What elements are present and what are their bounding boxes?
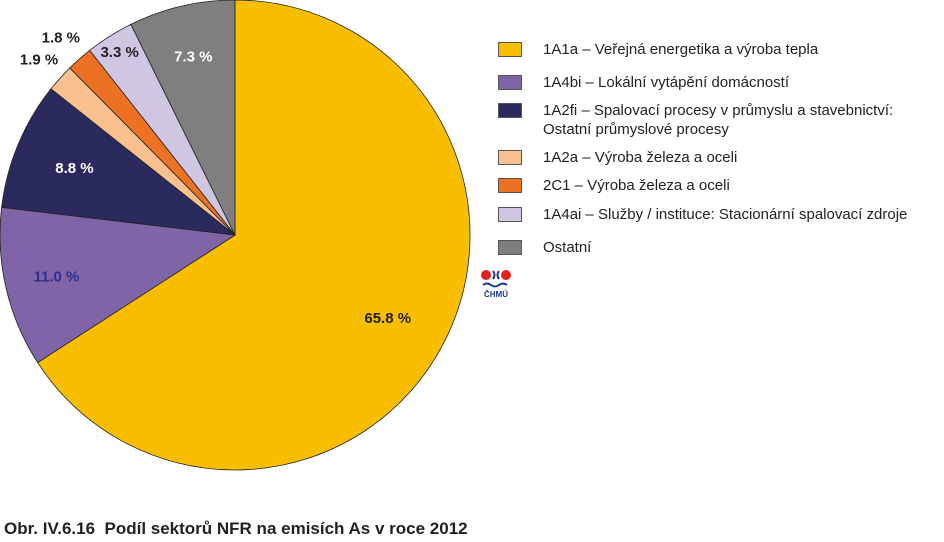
pie-chart: 65.8 % 11.0 % 8.8 % 1.9 % 1.8 % 3.3 % 7.3 % xyxy=(0,0,471,471)
pie-slice-1 xyxy=(37,0,471,471)
legend-swatch xyxy=(498,42,522,57)
pie-slice-label-6: 3.3 % xyxy=(100,44,138,61)
chmu-logo-icon xyxy=(481,270,511,288)
pie-slice-3 xyxy=(1,88,237,236)
legend-item-1: 1A1a – Veřejná energetika a výroba tepla xyxy=(498,40,818,59)
pie-slice-label-7: 7.3 % xyxy=(174,49,212,66)
pie-slice-2 xyxy=(0,206,237,364)
pie-slice-7 xyxy=(130,0,236,236)
pie-slice-label-2: 11.0 % xyxy=(34,268,80,285)
legend-label: 1A1a – Veřejná energetika a výroba tepla xyxy=(543,41,819,58)
figure-caption: Obr. IV.6.16 Podíl sektorů NFR na emisíc… xyxy=(4,519,468,538)
legend-item-4: 1A2a – Výroba železa a oceli xyxy=(498,148,737,167)
legend-label: 1A2a – Výroba železa a oceli xyxy=(543,149,738,166)
legend-swatch xyxy=(498,178,522,193)
legend-swatch xyxy=(498,207,522,222)
pie-slice-label-4: 1.9 % xyxy=(20,51,58,68)
legend-item-3: 1A2fi – Spalovací procesy v průmyslu a s… xyxy=(498,101,893,139)
legend-swatch xyxy=(498,240,522,255)
legend-swatch xyxy=(498,103,522,118)
pie-slice-label-1: 65.8 % xyxy=(364,310,411,327)
legend-item-7: Ostatní xyxy=(498,238,591,257)
legend-swatch xyxy=(498,75,522,90)
logo-text: ČHMÚ xyxy=(484,290,508,299)
legend-item-5: 2C1 – Výroba železa a oceli xyxy=(498,176,730,195)
legend-item-6: 1A4ai – Služby / instituce: Stacionární … xyxy=(498,205,907,224)
chmu-logo: ČHMÚ xyxy=(479,268,513,302)
legend-label: 1A4ai – Služby / instituce: Stacionární … xyxy=(543,206,908,223)
legend-label: Ostatní xyxy=(543,239,592,256)
legend-label: 1A2fi – Spalovací procesy v průmyslu a s… xyxy=(543,102,894,138)
pie-slice-label-5: 1.8 % xyxy=(42,30,80,47)
legend-label: 2C1 – Výroba železa a oceli xyxy=(543,177,730,194)
legend-swatch xyxy=(498,150,522,165)
legend-item-2: 1A4bi – Lokální vytápění domácností xyxy=(498,73,789,92)
legend-label: 1A4bi – Lokální vytápění domácností xyxy=(543,74,789,91)
pie-slice-label-3: 8.8 % xyxy=(55,160,93,177)
